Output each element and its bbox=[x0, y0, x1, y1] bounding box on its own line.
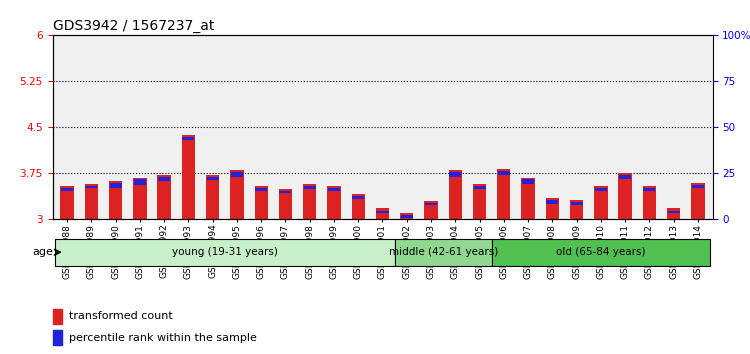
Bar bbox=[110, 183, 122, 188]
Bar bbox=[85, 184, 98, 219]
Bar bbox=[328, 188, 340, 191]
Bar bbox=[304, 186, 316, 189]
Bar bbox=[619, 173, 632, 219]
Bar bbox=[352, 195, 364, 199]
Bar bbox=[546, 198, 559, 219]
Bar bbox=[692, 184, 704, 188]
Bar bbox=[279, 189, 292, 219]
Bar bbox=[449, 172, 461, 177]
Bar bbox=[352, 194, 365, 219]
Bar bbox=[61, 186, 74, 219]
Bar bbox=[376, 211, 388, 213]
Bar bbox=[594, 186, 608, 219]
Bar bbox=[692, 183, 704, 219]
Bar bbox=[376, 209, 389, 219]
Text: GDS3942 / 1567237_at: GDS3942 / 1567237_at bbox=[53, 19, 214, 33]
Text: old (65-84 years): old (65-84 years) bbox=[556, 247, 646, 257]
Bar bbox=[521, 178, 535, 219]
Bar bbox=[425, 203, 437, 205]
Text: middle (42-61 years): middle (42-61 years) bbox=[388, 247, 498, 257]
Text: transformed count: transformed count bbox=[69, 311, 172, 321]
Bar bbox=[424, 201, 438, 219]
FancyBboxPatch shape bbox=[55, 239, 394, 266]
Bar bbox=[182, 135, 195, 219]
Bar bbox=[134, 178, 146, 219]
Bar bbox=[473, 184, 486, 219]
Bar bbox=[595, 188, 607, 191]
Bar bbox=[255, 188, 267, 191]
Bar bbox=[280, 191, 292, 193]
Bar bbox=[61, 188, 73, 191]
Text: age: age bbox=[33, 247, 54, 257]
Bar bbox=[206, 175, 219, 219]
Bar bbox=[158, 177, 170, 182]
Bar bbox=[53, 309, 62, 324]
Bar bbox=[254, 186, 268, 219]
Bar bbox=[303, 184, 316, 219]
Bar bbox=[668, 211, 680, 213]
Bar bbox=[400, 216, 412, 218]
Bar bbox=[620, 175, 632, 179]
Bar bbox=[53, 330, 62, 345]
Bar bbox=[497, 169, 511, 219]
Bar bbox=[667, 209, 680, 219]
FancyBboxPatch shape bbox=[492, 239, 710, 266]
Bar bbox=[182, 137, 194, 140]
Bar bbox=[473, 186, 485, 189]
Bar bbox=[158, 175, 171, 219]
Bar bbox=[448, 170, 462, 219]
Bar bbox=[86, 186, 98, 188]
Bar bbox=[643, 186, 656, 219]
Bar bbox=[134, 179, 146, 184]
Bar bbox=[644, 188, 656, 191]
Bar bbox=[109, 182, 122, 219]
Bar bbox=[498, 171, 510, 175]
Bar bbox=[230, 170, 244, 219]
Bar bbox=[207, 177, 219, 180]
Text: young (19-31 years): young (19-31 years) bbox=[172, 247, 278, 257]
Bar bbox=[522, 179, 534, 184]
Bar bbox=[570, 200, 584, 219]
FancyBboxPatch shape bbox=[394, 239, 492, 266]
Text: percentile rank within the sample: percentile rank within the sample bbox=[69, 332, 256, 343]
Bar bbox=[327, 186, 340, 219]
Bar bbox=[571, 202, 583, 205]
Bar bbox=[400, 213, 413, 219]
Bar bbox=[546, 200, 558, 204]
Bar bbox=[231, 172, 243, 177]
